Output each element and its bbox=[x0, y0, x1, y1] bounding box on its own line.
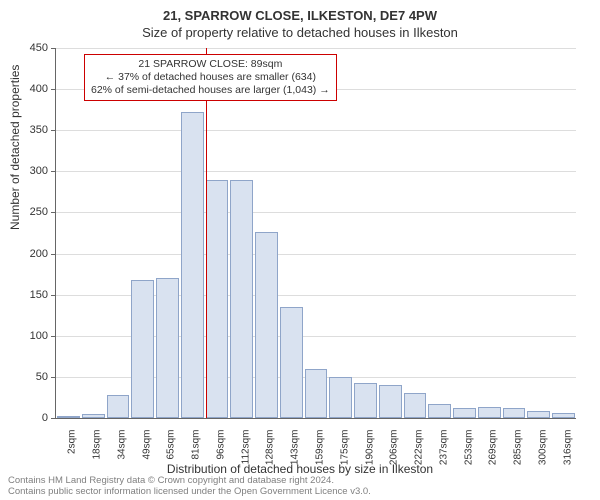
marker-line bbox=[206, 48, 207, 418]
y-tick-label: 450 bbox=[8, 42, 48, 54]
y-tick-mark bbox=[51, 336, 56, 337]
annotation-line-1: 21 SPARROW CLOSE: 89sqm bbox=[91, 58, 330, 71]
y-tick-mark bbox=[51, 171, 56, 172]
bar bbox=[478, 407, 501, 419]
bar bbox=[206, 180, 229, 418]
y-tick-label: 150 bbox=[8, 289, 48, 301]
bar bbox=[82, 414, 105, 418]
y-tick-label: 100 bbox=[8, 330, 48, 342]
footer-attribution: Contains HM Land Registry data © Crown c… bbox=[8, 476, 371, 498]
bar bbox=[428, 404, 451, 418]
bar bbox=[527, 411, 550, 418]
gridline bbox=[56, 48, 576, 49]
bar bbox=[156, 278, 179, 418]
y-tick-mark bbox=[51, 212, 56, 213]
bar bbox=[305, 369, 328, 418]
y-tick-label: 400 bbox=[8, 83, 48, 95]
x-axis-label: Distribution of detached houses by size … bbox=[0, 462, 600, 476]
bar bbox=[552, 413, 575, 418]
page-title: 21, SPARROW CLOSE, ILKESTON, DE7 4PW bbox=[0, 0, 600, 23]
y-tick-mark bbox=[51, 295, 56, 296]
y-tick-label: 250 bbox=[8, 206, 48, 218]
chart-container: 21, SPARROW CLOSE, ILKESTON, DE7 4PW Siz… bbox=[0, 0, 600, 500]
y-tick-mark bbox=[51, 418, 56, 419]
bar bbox=[354, 383, 377, 418]
y-tick-mark bbox=[51, 377, 56, 378]
annotation-line-3: 62% of semi-detached houses are larger (… bbox=[91, 84, 330, 97]
y-tick-mark bbox=[51, 89, 56, 90]
y-tick-label: 50 bbox=[8, 371, 48, 383]
gridline bbox=[56, 254, 576, 255]
y-tick-label: 0 bbox=[8, 412, 48, 424]
gridline bbox=[56, 212, 576, 213]
bar bbox=[107, 395, 130, 418]
bar bbox=[453, 408, 476, 418]
gridline bbox=[56, 130, 576, 131]
bar bbox=[131, 280, 154, 418]
bar bbox=[503, 408, 526, 418]
y-tick-label: 200 bbox=[8, 248, 48, 260]
y-tick-label: 300 bbox=[8, 165, 48, 177]
bar bbox=[57, 416, 80, 418]
y-tick-label: 350 bbox=[8, 124, 48, 136]
bar bbox=[230, 180, 253, 418]
annotation-box: 21 SPARROW CLOSE: 89sqm← 37% of detached… bbox=[84, 54, 337, 101]
bar bbox=[329, 377, 352, 418]
bar bbox=[255, 232, 278, 418]
bar bbox=[181, 112, 204, 418]
gridline bbox=[56, 171, 576, 172]
page-subtitle: Size of property relative to detached ho… bbox=[0, 23, 600, 40]
bar bbox=[280, 307, 303, 418]
y-tick-mark bbox=[51, 48, 56, 49]
y-tick-mark bbox=[51, 130, 56, 131]
footer-line-2: Contains public sector information licen… bbox=[8, 487, 371, 498]
bar bbox=[379, 385, 402, 418]
plot-area: 0501001502002503003504004502sqm18sqm34sq… bbox=[55, 48, 575, 418]
y-tick-mark bbox=[51, 254, 56, 255]
bar bbox=[404, 393, 427, 418]
annotation-line-2: ← 37% of detached houses are smaller (63… bbox=[91, 71, 330, 84]
